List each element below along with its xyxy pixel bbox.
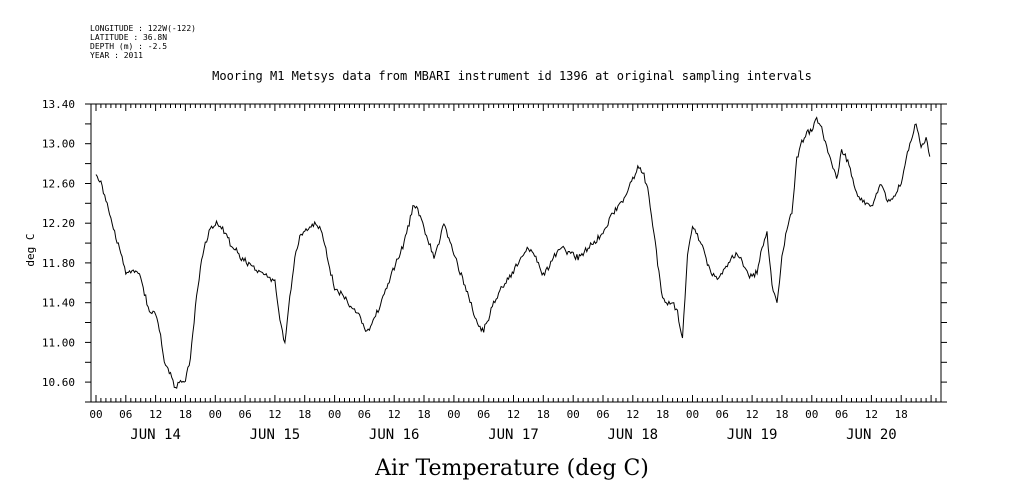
x-hour-label: 18: [895, 408, 908, 421]
x-hour-label: 06: [835, 408, 848, 421]
series-line-air-temperature: [95, 116, 931, 389]
y-tick-label: 12.20: [42, 217, 75, 230]
y-tick-label: 10.60: [42, 376, 75, 389]
year-text: YEAR : 2011: [90, 51, 143, 60]
x-hour-label: 18: [298, 408, 311, 421]
plot-frame: [90, 103, 942, 403]
x-hour-label: 18: [417, 408, 430, 421]
x-hour-label: 06: [119, 408, 132, 421]
x-hour-label: 06: [596, 408, 609, 421]
x-hour-label: 06: [716, 408, 729, 421]
y-tick-label: 13.00: [42, 138, 75, 151]
x-hour-label: 18: [656, 408, 669, 421]
x-day-label: JUN 20: [846, 427, 897, 443]
x-day-label: JUN 17: [488, 427, 539, 443]
x-hour-label: 00: [209, 408, 222, 421]
x-axis-label: Air Temperature (deg C): [374, 456, 649, 481]
x-day-label: JUN 15: [250, 427, 301, 443]
x-day-label: JUN 14: [130, 427, 181, 443]
x-day-label: JUN 16: [369, 427, 420, 443]
x-hour-label: 12: [388, 408, 401, 421]
x-hour-label: 12: [149, 408, 162, 421]
x-hour-label: 12: [745, 408, 758, 421]
latitude-text: LATITUDE : 36.8N: [90, 33, 167, 42]
y-axis: 10.60 11.00 11.40 11.80 12.20 12.60 13.00 13.40: [42, 98, 947, 403]
x-hour-label: 00: [567, 408, 580, 421]
x-hour-label: 00: [805, 408, 818, 421]
x-hour-label: 12: [507, 408, 520, 421]
x-day-label: JUN 18: [608, 427, 659, 443]
x-hour-label: 00: [328, 408, 341, 421]
x-hour-label: 06: [358, 408, 371, 421]
x-hour-label: 00: [89, 408, 102, 421]
x-axis: 00 06 12 18 00 06 12 18 00 06 12 18 00 06 12 18 00 06 12 18…: [89, 104, 942, 443]
x-hour-label: 00: [447, 408, 460, 421]
x-hour-label: 12: [865, 408, 878, 421]
y-tick-label: 12.60: [42, 178, 75, 191]
y-axis-label: deg C: [24, 233, 37, 266]
x-hour-label: 06: [477, 408, 490, 421]
y-tick-label: 11.80: [42, 257, 75, 270]
x-day-label: JUN 19: [727, 427, 778, 443]
y-tick-label: 11.40: [42, 297, 75, 310]
metadata-block: LONGITUDE : 122W(-122) LATITUDE : 36.8N …: [90, 24, 196, 60]
x-hour-label: 18: [537, 408, 550, 421]
x-hour-label: 18: [775, 408, 788, 421]
x-hour-label: 12: [626, 408, 639, 421]
x-hour-label: 00: [686, 408, 699, 421]
chart-title: Mooring M1 Metsys data from MBARI instru…: [212, 69, 812, 83]
depth-text: DEPTH (m) : -2.5: [90, 42, 167, 51]
y-tick-label: 13.40: [42, 98, 75, 111]
x-hour-label: 06: [238, 408, 251, 421]
x-hour-label: 12: [268, 408, 281, 421]
y-tick-label: 11.00: [42, 336, 75, 349]
x-hour-label: 18: [179, 408, 192, 421]
longitude-text: LONGITUDE : 122W(-122): [90, 24, 196, 33]
